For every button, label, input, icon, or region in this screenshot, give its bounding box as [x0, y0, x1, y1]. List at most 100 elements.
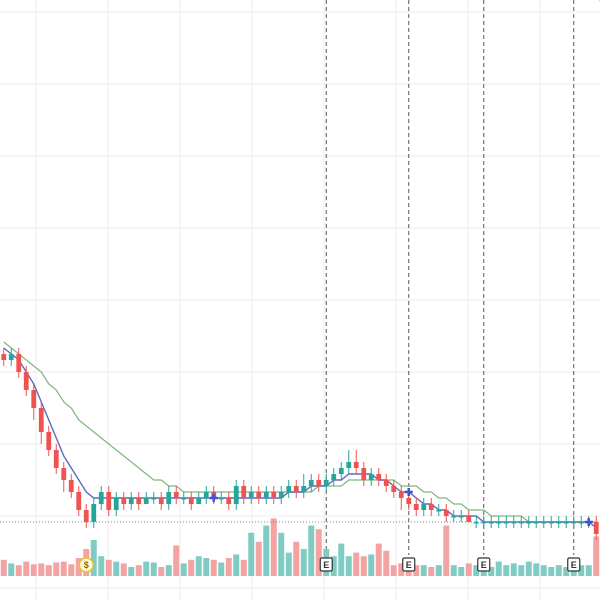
candle — [481, 516, 487, 528]
candle — [458, 510, 464, 522]
earnings-marker-box — [319, 557, 333, 572]
dividend-marker[interactable]: $ — [78, 557, 94, 573]
volume-bar — [278, 532, 285, 576]
ma-cross-markers — [209, 0, 600, 526]
candle — [151, 492, 157, 504]
volume-bar — [210, 559, 217, 576]
candle — [556, 516, 562, 528]
candle — [106, 486, 112, 516]
candle-body — [248, 492, 254, 498]
volume-bar — [368, 554, 375, 576]
volume-bar — [473, 565, 480, 576]
volume-bar — [113, 561, 120, 576]
candle — [301, 474, 307, 498]
candle-body — [383, 480, 389, 486]
candle — [548, 516, 554, 528]
volume-bar — [548, 567, 555, 576]
candle — [16, 348, 22, 378]
volume-bar — [165, 565, 172, 576]
candle-body — [466, 516, 472, 522]
cross-marker — [209, 494, 218, 502]
volume-bar — [495, 561, 502, 576]
candle — [23, 366, 29, 396]
candle-body — [488, 522, 494, 524]
candle — [511, 516, 517, 528]
candle-body — [61, 468, 67, 480]
candle-body — [293, 486, 299, 492]
candle-body — [218, 498, 224, 500]
volume-bar — [315, 529, 322, 576]
candle-body — [308, 480, 314, 486]
candle-body — [53, 450, 59, 468]
candle — [91, 498, 97, 528]
candle — [331, 468, 337, 486]
candle-body — [83, 510, 89, 522]
candle-body — [166, 492, 172, 504]
earnings-marker[interactable]: E — [402, 557, 416, 572]
earnings-marker[interactable]: E — [567, 557, 581, 572]
earnings-marker[interactable]: E — [319, 557, 333, 572]
volume-bar — [98, 556, 105, 576]
candle-body — [113, 498, 119, 510]
candle-body — [271, 492, 277, 498]
earnings-marker[interactable]: E — [477, 557, 491, 572]
candle — [271, 486, 277, 504]
candle — [368, 468, 374, 486]
candle — [391, 480, 397, 498]
volume-bar — [38, 563, 45, 576]
candle-body — [436, 510, 442, 512]
candle — [121, 492, 127, 510]
candle-body — [128, 498, 134, 504]
candle-body — [503, 522, 509, 524]
candle — [451, 510, 457, 522]
candle-body — [451, 516, 457, 518]
candle-body — [196, 498, 202, 504]
volume-bar — [120, 563, 127, 576]
candle — [413, 498, 419, 516]
candle — [571, 516, 577, 528]
volume-bar — [218, 562, 225, 576]
candle — [286, 480, 292, 498]
volume-bar — [578, 565, 585, 576]
candle — [263, 486, 269, 504]
volume-bar — [308, 525, 315, 576]
candle-body — [376, 474, 382, 480]
volume-bar — [518, 565, 525, 576]
candle — [533, 516, 539, 528]
candle — [98, 486, 104, 510]
dividend-marker-circle — [78, 557, 94, 573]
volume-bar — [563, 567, 570, 576]
candle — [83, 504, 89, 528]
volume-bar — [458, 567, 465, 576]
event-markers[interactable]: E E E E $ — [78, 557, 581, 573]
candle — [518, 516, 524, 528]
candle-body — [541, 522, 547, 524]
candle — [203, 486, 209, 504]
candle-body — [91, 504, 97, 522]
volume-bar — [338, 543, 345, 576]
volume-bar — [450, 565, 457, 576]
candle — [196, 492, 202, 504]
candle — [188, 492, 194, 510]
volume-bar — [270, 518, 277, 576]
volume-bar — [75, 558, 82, 576]
volume-bar — [398, 563, 405, 576]
volume-bar — [105, 559, 112, 576]
volume-bar — [263, 525, 270, 576]
candle — [316, 474, 322, 492]
candle — [308, 474, 314, 492]
volume-bar — [420, 565, 427, 576]
candle — [428, 498, 434, 516]
cross-marker — [404, 488, 413, 496]
candle — [278, 486, 284, 504]
volume-bar — [255, 541, 262, 576]
candle — [233, 480, 239, 510]
earnings-marker-label: E — [571, 560, 577, 570]
candle-body — [181, 498, 187, 500]
volume-bar — [525, 561, 532, 576]
volume-bar — [293, 541, 300, 576]
earnings-event-lines — [325, 0, 575, 555]
candle — [526, 516, 532, 528]
